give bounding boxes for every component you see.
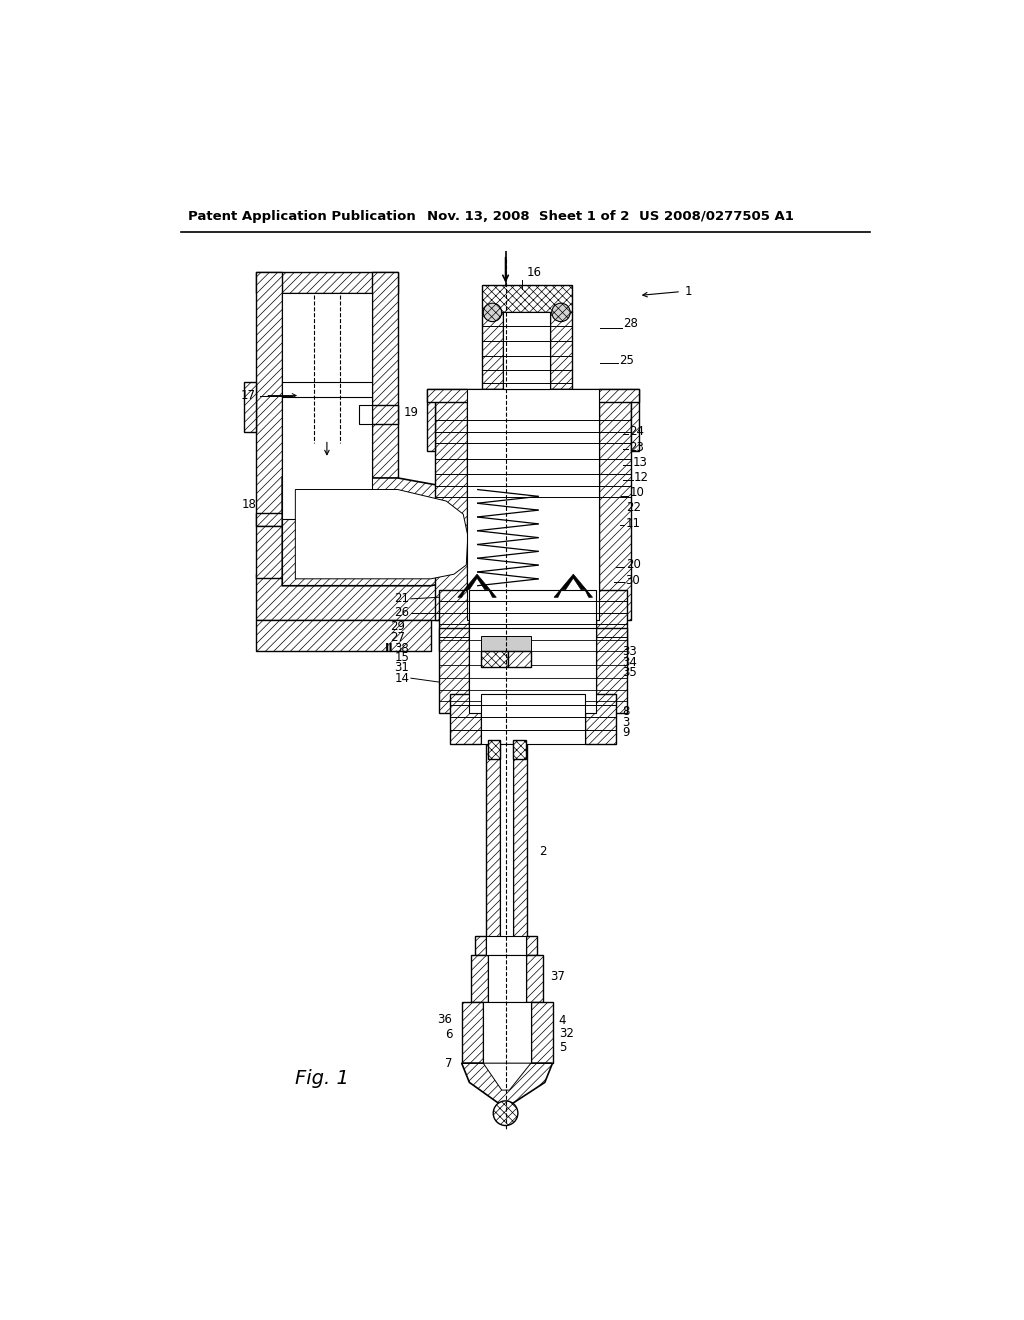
- Bar: [503, 313, 550, 389]
- Text: 28: 28: [624, 317, 638, 330]
- Bar: [462, 1002, 483, 1063]
- Text: 14: 14: [394, 672, 410, 685]
- Bar: [256, 620, 431, 651]
- Text: 12: 12: [634, 471, 649, 484]
- Bar: [525, 936, 538, 956]
- Bar: [585, 693, 615, 743]
- Text: 5: 5: [559, 1041, 566, 1055]
- Text: 21: 21: [394, 593, 410, 606]
- Text: 37: 37: [550, 970, 565, 982]
- Bar: [256, 512, 397, 527]
- Circle shape: [494, 1101, 518, 1126]
- Text: 38: 38: [394, 642, 410, 655]
- Bar: [631, 389, 639, 451]
- Text: 31: 31: [394, 661, 410, 675]
- Bar: [451, 693, 481, 743]
- Text: 32: 32: [559, 1027, 573, 1040]
- Bar: [256, 527, 397, 578]
- Bar: [427, 389, 435, 451]
- Bar: [550, 313, 571, 389]
- Bar: [513, 743, 527, 956]
- Text: 24: 24: [630, 425, 644, 438]
- Text: 15: 15: [394, 651, 410, 664]
- Text: 10: 10: [630, 486, 644, 499]
- Text: 20: 20: [626, 558, 641, 572]
- Bar: [372, 272, 397, 486]
- Text: 33: 33: [622, 644, 637, 657]
- Bar: [475, 936, 486, 956]
- Text: Nov. 13, 2008  Sheet 1 of 2: Nov. 13, 2008 Sheet 1 of 2: [427, 210, 630, 223]
- Bar: [471, 956, 487, 1002]
- Text: 30: 30: [626, 574, 640, 587]
- Bar: [487, 739, 500, 759]
- Text: 29: 29: [390, 620, 406, 634]
- Text: 23: 23: [630, 441, 644, 454]
- Text: 4: 4: [559, 1014, 566, 1027]
- Text: US 2008/0277505 A1: US 2008/0277505 A1: [639, 210, 794, 223]
- Bar: [359, 405, 372, 424]
- Bar: [283, 293, 372, 519]
- Text: 13: 13: [633, 455, 647, 469]
- Text: 7: 7: [444, 1056, 453, 1069]
- Polygon shape: [554, 574, 593, 597]
- Text: Patent Application Publication: Patent Application Publication: [188, 210, 416, 223]
- Bar: [531, 1002, 553, 1063]
- Text: 3: 3: [622, 715, 629, 729]
- Circle shape: [552, 304, 570, 322]
- Bar: [481, 636, 531, 651]
- Bar: [469, 590, 596, 651]
- Bar: [599, 389, 631, 620]
- Bar: [481, 313, 503, 389]
- Bar: [500, 743, 513, 956]
- Bar: [513, 739, 525, 759]
- Polygon shape: [283, 478, 486, 586]
- Bar: [525, 956, 543, 1002]
- Bar: [372, 405, 397, 424]
- Bar: [469, 628, 596, 713]
- Bar: [487, 956, 525, 1002]
- Text: 26: 26: [394, 606, 410, 619]
- Bar: [256, 574, 484, 620]
- Bar: [244, 381, 256, 432]
- Text: 2: 2: [539, 845, 546, 858]
- Text: 25: 25: [620, 354, 635, 367]
- Bar: [427, 389, 639, 401]
- Text: 18: 18: [242, 499, 256, 511]
- Text: 1: 1: [685, 285, 692, 298]
- Text: 35: 35: [622, 667, 637, 680]
- Bar: [481, 285, 571, 313]
- Polygon shape: [462, 1063, 553, 1106]
- Bar: [467, 389, 599, 620]
- Bar: [596, 590, 628, 651]
- Bar: [481, 651, 508, 667]
- Text: II: II: [385, 642, 394, 655]
- Text: 36: 36: [437, 1012, 453, 1026]
- Text: 17: 17: [241, 389, 256, 403]
- Text: 11: 11: [626, 517, 641, 529]
- Bar: [438, 628, 469, 713]
- Bar: [596, 628, 628, 713]
- Text: 34: 34: [622, 656, 637, 669]
- Polygon shape: [483, 1063, 531, 1090]
- Bar: [508, 651, 531, 667]
- Bar: [435, 389, 467, 620]
- Text: 6: 6: [444, 1028, 453, 1041]
- Bar: [256, 272, 283, 527]
- Polygon shape: [295, 490, 468, 578]
- Text: 9: 9: [622, 726, 630, 739]
- Circle shape: [483, 304, 502, 322]
- Text: 8: 8: [622, 705, 629, 718]
- Bar: [438, 590, 469, 651]
- Polygon shape: [458, 574, 497, 597]
- Text: 16: 16: [526, 265, 542, 279]
- Bar: [256, 272, 397, 293]
- Text: Fig. 1: Fig. 1: [295, 1069, 348, 1088]
- Text: 22: 22: [626, 502, 641, 515]
- Bar: [481, 693, 585, 743]
- Text: 19: 19: [403, 407, 419, 418]
- Bar: [486, 743, 500, 956]
- Bar: [483, 1002, 531, 1063]
- Bar: [486, 936, 525, 956]
- Text: 27: 27: [390, 631, 406, 644]
